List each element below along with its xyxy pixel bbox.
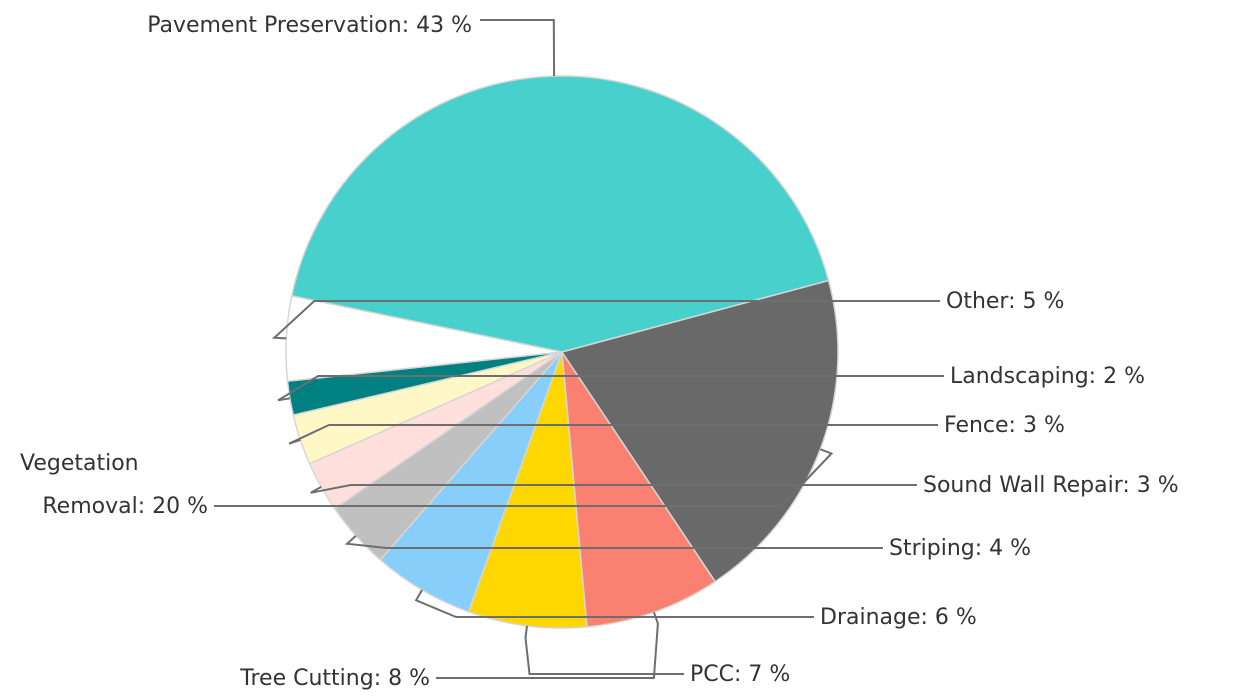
label-landscaping: Landscaping: 2 % [950, 364, 1145, 389]
leader-striping [344, 534, 883, 549]
pie-slices [285, 75, 839, 629]
label-vegetation-removal: Removal: 20 % [42, 494, 208, 519]
label-pavement-preservation: Pavement Preservation: 43 % [147, 13, 472, 38]
leader-sound-wall-repair [310, 484, 917, 494]
slice-pcc [467, 351, 588, 629]
slice-labels: Pavement Preservation: 43 % Other: 5 % Lan… [20, 13, 1179, 691]
leader-landscaping [277, 375, 944, 402]
leader-vegetation-removal [214, 448, 834, 507]
label-sound-wall-repair: Sound Wall Repair: 3 % [923, 473, 1179, 498]
label-striping: Striping: 4 % [889, 536, 1031, 561]
leader-lines [214, 19, 944, 679]
leader-pcc [524, 625, 684, 675]
slice-pavement-preservation [291, 75, 830, 353]
label-drainage: Drainage: 6 % [820, 605, 977, 630]
label-pcc: PCC: 7 % [690, 662, 790, 687]
leader-tree-cutting [436, 611, 659, 679]
leader-fence [288, 424, 938, 445]
label-fence: Fence: 3 % [944, 413, 1065, 438]
label-vegetation-removal-line-1: Vegetation [20, 451, 139, 476]
label-tree-cutting: Tree Cutting: 8 % [239, 666, 430, 691]
leader-other [271, 300, 940, 340]
label-other: Other: 5 % [946, 289, 1064, 314]
leader-drainage [414, 589, 814, 618]
leader-pavement-preservation [480, 19, 556, 77]
